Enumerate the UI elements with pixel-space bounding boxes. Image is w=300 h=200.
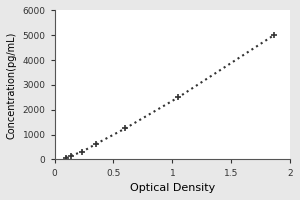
X-axis label: Optical Density: Optical Density <box>130 183 215 193</box>
Y-axis label: Concentration(pg/mL): Concentration(pg/mL) <box>7 31 17 139</box>
